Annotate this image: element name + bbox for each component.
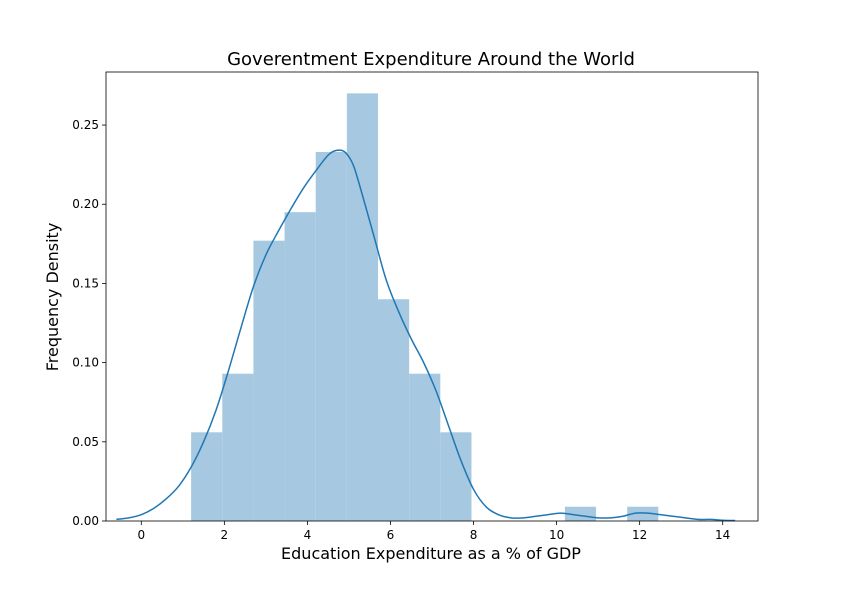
x-tick-label: 12 (632, 528, 647, 542)
histogram-bar (564, 506, 597, 521)
histogram-bar (315, 151, 347, 522)
histogram-bar (346, 93, 379, 521)
histogram-bar (253, 240, 285, 522)
x-tick-label: 0 (137, 528, 145, 542)
histogram-bar (627, 506, 659, 521)
kde-line (116, 149, 736, 522)
x-tick-label: 14 (715, 528, 730, 542)
y-tick-label: 0.00 (72, 514, 99, 528)
histogram-bar (378, 299, 410, 521)
x-tick-label: 4 (304, 528, 312, 542)
y-axis-ticks: 0.00 0.05 0.10 0.15 0.20 0.25 (72, 118, 106, 528)
x-tick-label: 8 (470, 528, 478, 542)
x-tick-label: 2 (221, 528, 229, 542)
y-tick-label: 0.10 (72, 356, 99, 370)
y-tick-label: 0.25 (72, 118, 99, 132)
histogram-bar (222, 373, 254, 521)
histogram-bar (191, 432, 223, 521)
x-axis-ticks: 0 2 4 6 8 10 12 14 (137, 521, 730, 542)
x-tick-label: 10 (549, 528, 564, 542)
x-tick-label: 6 (387, 528, 395, 542)
histogram-bars (191, 93, 659, 522)
y-axis-label: Frequency Density (43, 223, 62, 372)
plot-frame (105, 71, 759, 522)
y-tick-label: 0.15 (72, 276, 99, 290)
kde-curve-layer (116, 149, 736, 522)
chart-title: Goverentment Expenditure Around the Worl… (227, 49, 635, 70)
y-tick-label: 0.20 (72, 197, 99, 211)
histogram-bar (409, 373, 441, 521)
histogram-bar (284, 212, 316, 522)
x-axis-label: Education Expenditure as a % of GDP (281, 544, 581, 563)
y-tick-label: 0.05 (72, 435, 99, 449)
